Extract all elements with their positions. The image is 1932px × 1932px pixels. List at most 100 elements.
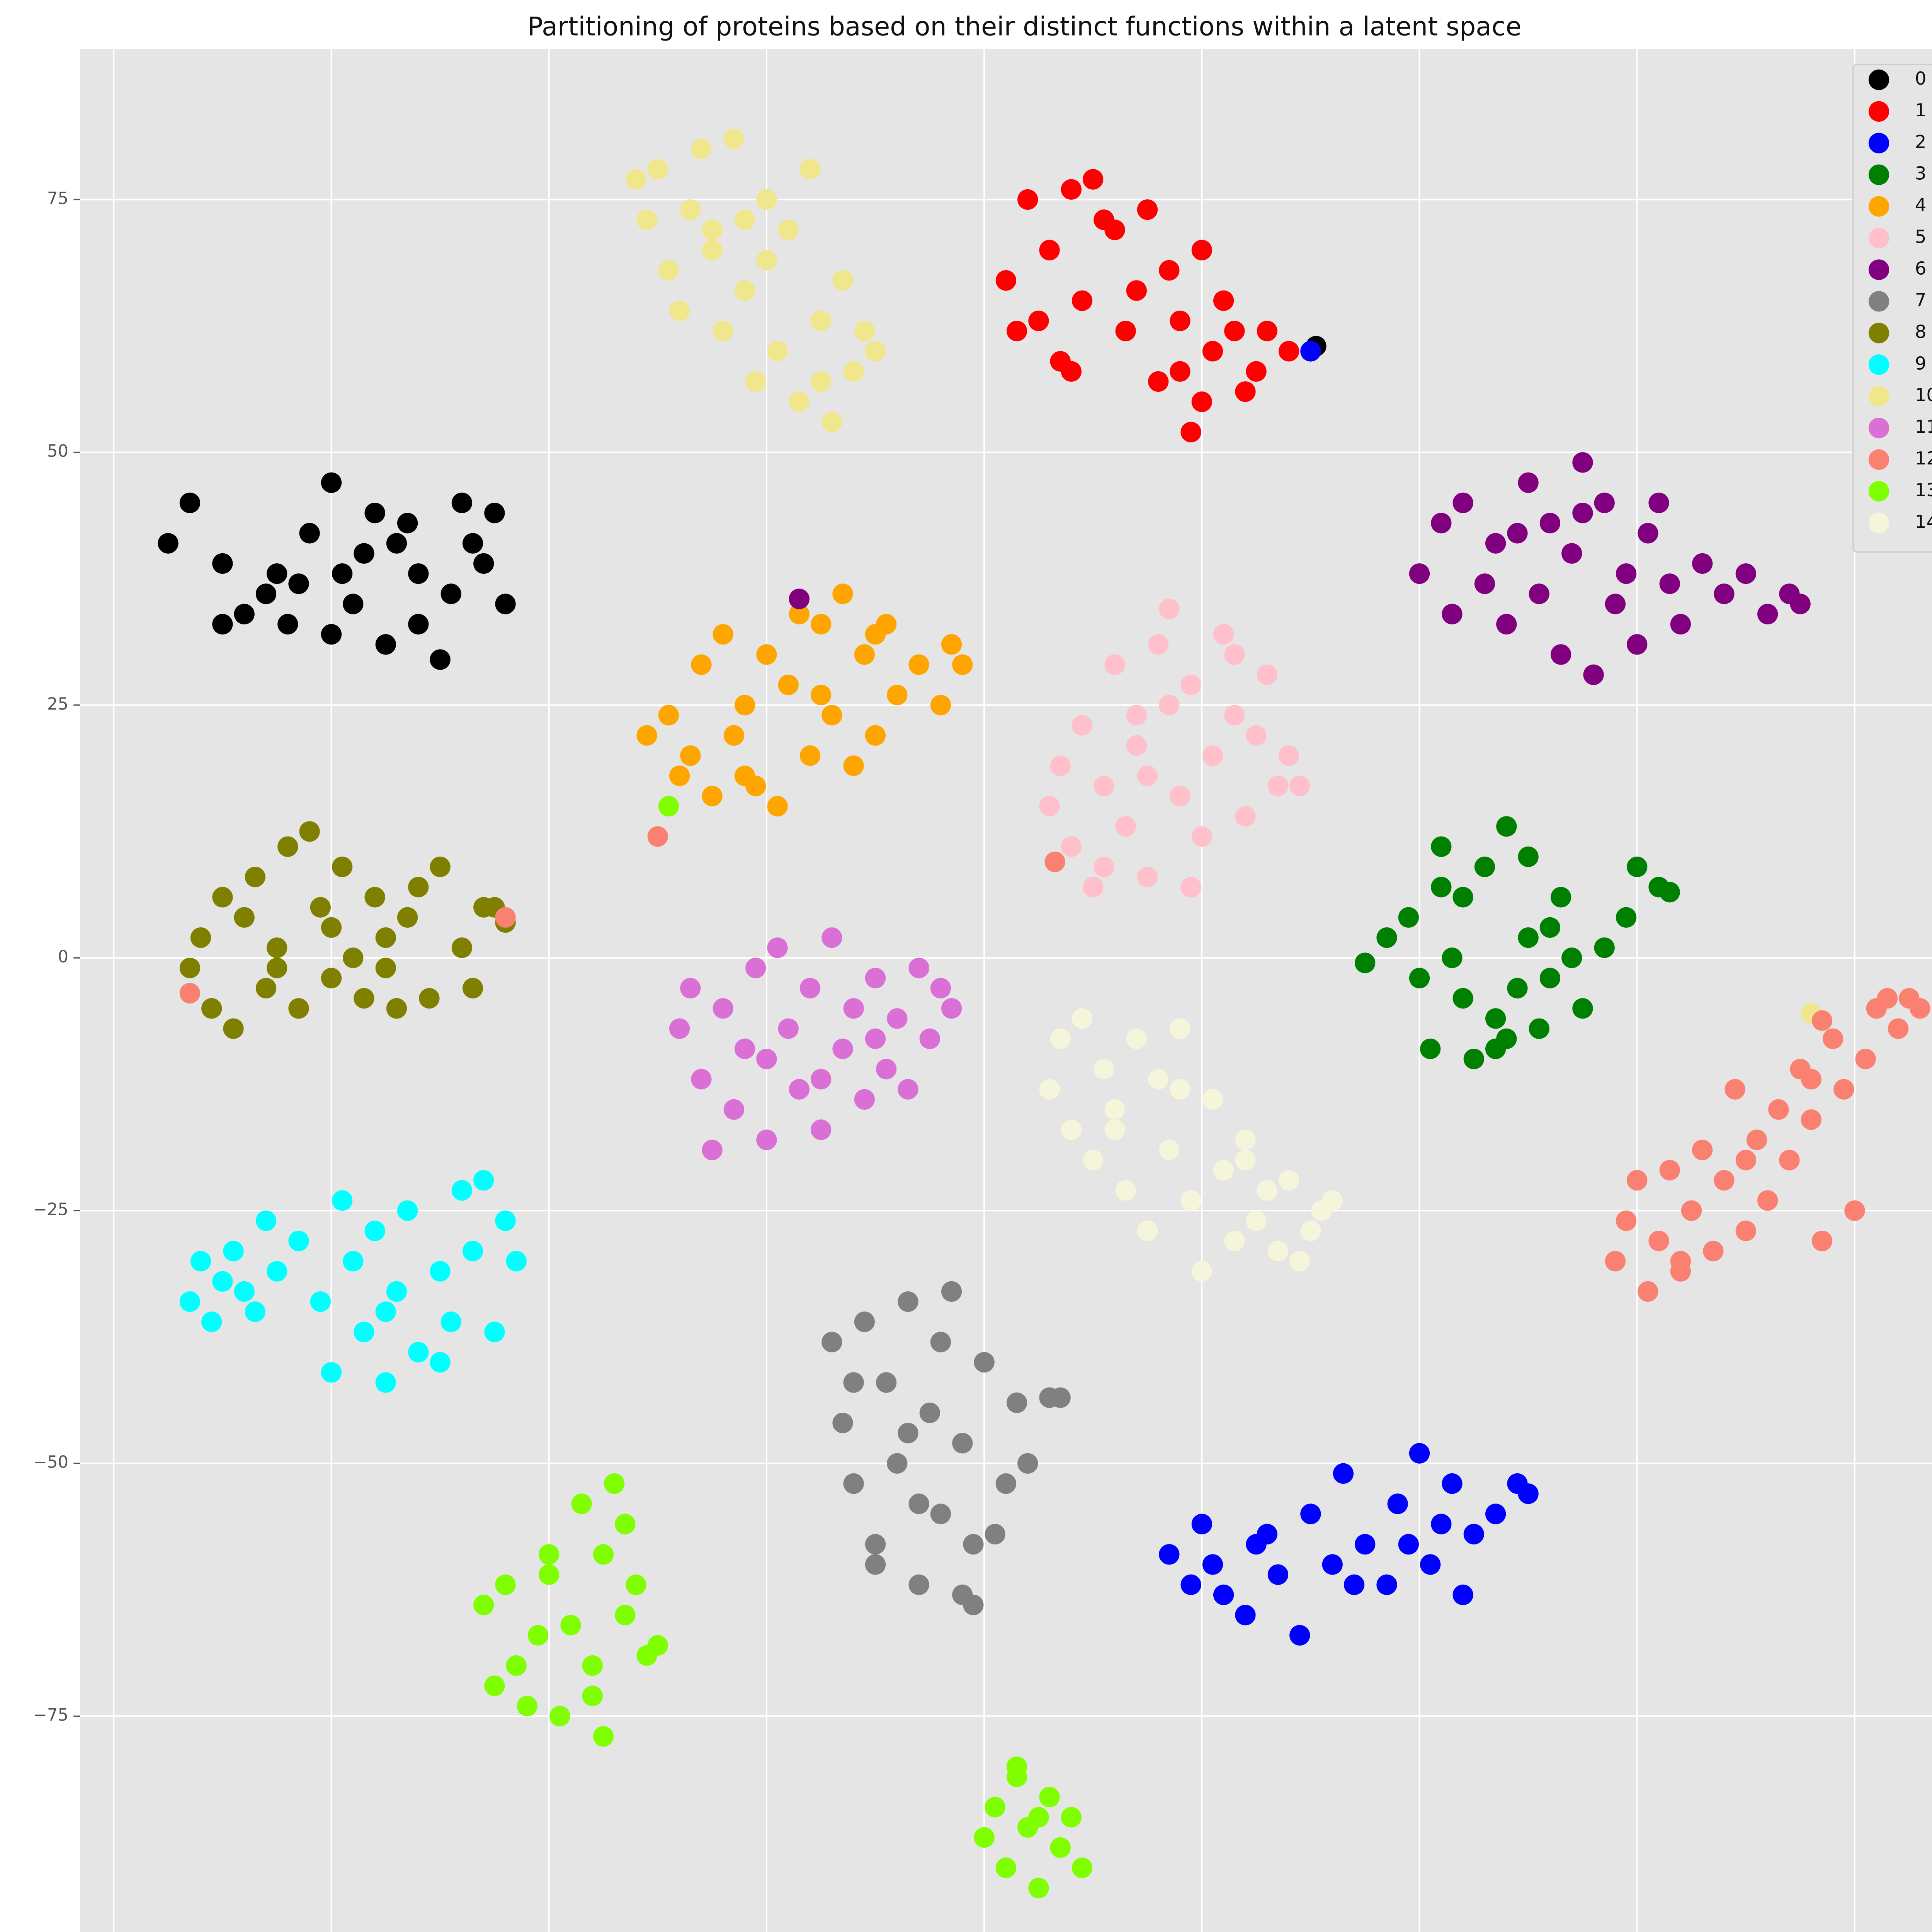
point xyxy=(484,1321,505,1342)
point xyxy=(1431,1514,1452,1534)
point xyxy=(854,320,875,342)
point xyxy=(832,270,853,291)
point xyxy=(756,1129,777,1150)
point xyxy=(626,1574,646,1595)
point xyxy=(1910,998,1930,1019)
point xyxy=(484,502,505,524)
point xyxy=(1104,1119,1125,1140)
point xyxy=(1213,624,1234,645)
point xyxy=(1202,1554,1223,1575)
point xyxy=(1485,1503,1506,1524)
point xyxy=(1594,937,1615,958)
point xyxy=(876,1059,897,1080)
point xyxy=(1420,1038,1441,1060)
point xyxy=(843,361,864,382)
point xyxy=(1300,1220,1321,1242)
point xyxy=(1431,513,1452,534)
legend-marker xyxy=(1868,449,1889,470)
legend-marker xyxy=(1868,101,1889,122)
point xyxy=(332,563,353,584)
point xyxy=(419,988,440,1009)
point xyxy=(1496,816,1517,837)
point xyxy=(1050,1387,1071,1408)
point xyxy=(1452,887,1473,908)
point xyxy=(647,159,668,180)
point xyxy=(1757,604,1778,624)
point xyxy=(1126,705,1147,726)
legend-label: 5 xyxy=(1915,226,1927,247)
point xyxy=(669,300,690,321)
point xyxy=(974,1827,995,1848)
point xyxy=(321,624,342,645)
point xyxy=(408,563,429,584)
point xyxy=(1485,533,1506,554)
point xyxy=(1735,1220,1756,1242)
point xyxy=(1605,1251,1626,1272)
point xyxy=(1355,1534,1376,1555)
point xyxy=(789,604,810,624)
point xyxy=(1202,1089,1223,1110)
point xyxy=(1224,320,1245,342)
point xyxy=(887,684,908,706)
point xyxy=(865,1534,886,1555)
point xyxy=(1159,1544,1180,1565)
point xyxy=(604,1473,625,1494)
legend: 01234567891011121314 xyxy=(1852,63,1932,553)
point xyxy=(1572,452,1593,473)
legend-marker xyxy=(1868,164,1889,185)
point xyxy=(397,513,418,534)
point xyxy=(1213,1160,1234,1181)
point xyxy=(1094,776,1114,796)
point xyxy=(255,583,277,604)
point xyxy=(1616,907,1637,928)
point xyxy=(1180,422,1201,442)
point xyxy=(1071,715,1093,736)
point xyxy=(201,1311,222,1332)
point xyxy=(1616,563,1637,584)
legend-marker xyxy=(1868,512,1889,534)
point xyxy=(843,1372,864,1393)
point xyxy=(354,988,374,1009)
point xyxy=(343,594,364,614)
point xyxy=(691,654,712,675)
point xyxy=(1616,1210,1637,1231)
point xyxy=(680,199,701,220)
point xyxy=(375,927,396,948)
point xyxy=(1442,604,1463,624)
point xyxy=(1235,381,1256,402)
point xyxy=(1387,1493,1408,1514)
y-tick-label: −75 xyxy=(33,1706,68,1725)
point xyxy=(1094,1059,1114,1080)
legend-label: 13 xyxy=(1915,480,1932,500)
point xyxy=(1746,1129,1767,1150)
point xyxy=(745,371,766,392)
point xyxy=(1235,806,1256,827)
point xyxy=(1028,1878,1049,1898)
point xyxy=(1670,614,1691,635)
point xyxy=(430,649,451,670)
point xyxy=(1877,988,1898,1009)
point xyxy=(919,1402,940,1423)
point xyxy=(245,866,265,888)
point xyxy=(451,1180,473,1201)
point xyxy=(1518,846,1539,867)
point xyxy=(723,725,745,746)
point xyxy=(321,472,342,493)
point xyxy=(364,887,385,908)
point xyxy=(789,588,810,609)
point xyxy=(1246,1210,1267,1231)
point xyxy=(1442,947,1463,968)
point xyxy=(756,189,777,210)
point xyxy=(571,1493,592,1514)
point xyxy=(1267,1241,1289,1262)
point xyxy=(1061,179,1082,200)
legend-marker xyxy=(1868,133,1889,153)
point xyxy=(941,998,962,1019)
point xyxy=(854,1311,875,1332)
point xyxy=(1180,1190,1201,1211)
point xyxy=(288,573,309,594)
point xyxy=(321,917,342,938)
point xyxy=(1605,594,1626,614)
point xyxy=(1191,826,1212,847)
point xyxy=(1202,745,1223,766)
